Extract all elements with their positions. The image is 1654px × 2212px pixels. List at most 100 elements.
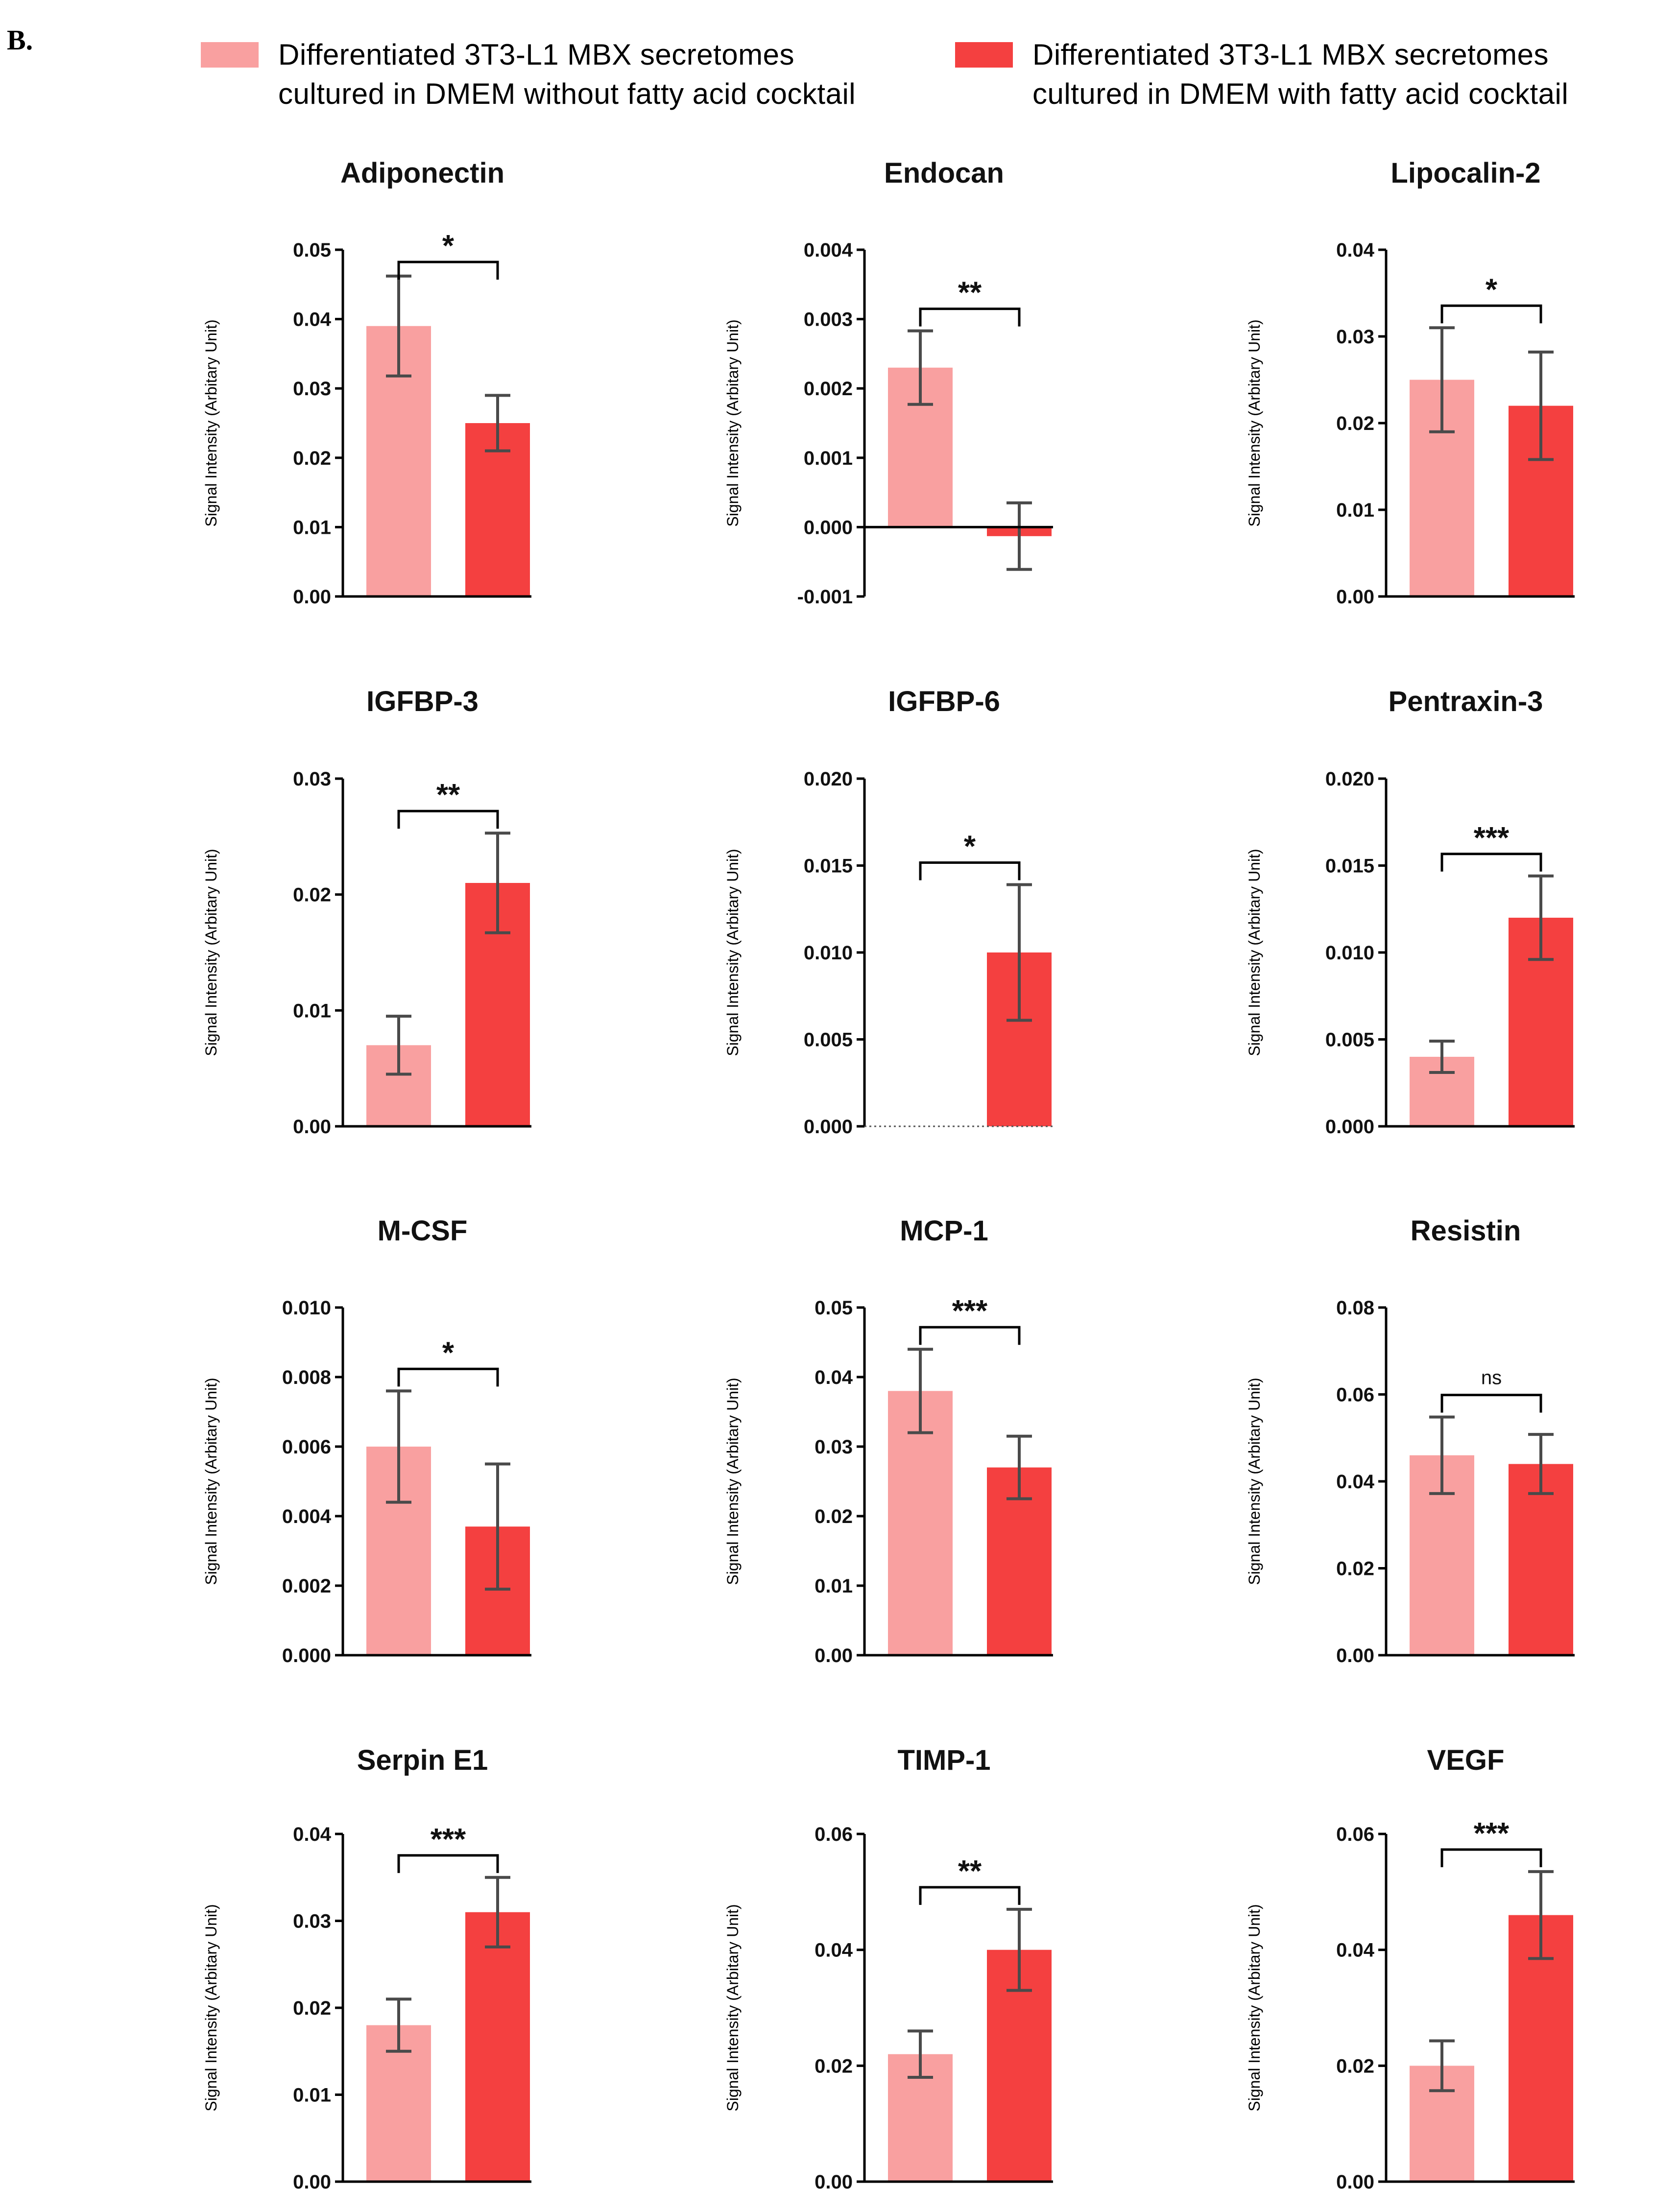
error-bar — [1528, 1870, 1554, 1960]
y-tick-label: 0.010 — [804, 942, 853, 964]
chart-title: Endocan — [884, 157, 1004, 189]
significance-bracket — [397, 1367, 499, 1387]
error-bar — [386, 1389, 411, 1504]
error-bar — [908, 329, 933, 406]
error-bar — [1007, 883, 1032, 1022]
legend-label-line: cultured in DMEM without fatty acid cock… — [278, 77, 856, 110]
y-tick-label: 0.003 — [804, 309, 853, 331]
y-tick-label: -0.001 — [797, 586, 853, 608]
y-tick-label: 0.020 — [1325, 768, 1374, 790]
chart-title: IGFBP-3 — [366, 686, 479, 717]
y-axis-label: Signal Intensity (Arbitary Unit) — [724, 1378, 742, 1585]
significance-label: *** — [1474, 821, 1510, 855]
y-tick-label: 0.000 — [1325, 1116, 1374, 1138]
error-bar — [1007, 501, 1032, 571]
chart-panel: MCP-1 Signal Intensity (Arbitary Unit) 0.0… — [724, 1215, 1053, 1666]
significance-bracket — [397, 809, 499, 829]
y-tick-label: 0.04 — [815, 1367, 853, 1388]
y-tick-label: 0.06 — [815, 1824, 853, 1845]
chart-title: M-CSF — [378, 1215, 468, 1247]
significance-bracket — [1440, 853, 1542, 872]
significance-label: *** — [952, 1294, 988, 1328]
y-tick-label: 0.04 — [1336, 239, 1375, 261]
significance-bracket — [919, 1326, 1021, 1345]
y-tick-label: 0.001 — [804, 448, 853, 469]
significance-label: ns — [1481, 1367, 1502, 1389]
y-tick-label: 0.004 — [804, 239, 853, 261]
y-tick-label: 0.02 — [815, 2055, 853, 2077]
significance-label: * — [1486, 273, 1498, 307]
y-axis-label: Signal Intensity (Arbitary Unit) — [202, 1378, 220, 1585]
y-axis-label: Signal Intensity (Arbitary Unit) — [1246, 1904, 1263, 2111]
y-tick-label: 0.000 — [804, 517, 853, 538]
chart-title: IGFBP-6 — [888, 686, 1000, 717]
error-bar — [386, 1015, 411, 1076]
y-tick-label: 0.005 — [1325, 1029, 1374, 1051]
y-tick-label: 0.03 — [293, 378, 331, 400]
chart-panel: M-CSF Signal Intensity (Arbitary Unit) 0.0… — [202, 1215, 531, 1666]
y-tick-label: 0.02 — [293, 884, 331, 906]
error-bar — [1007, 1434, 1032, 1500]
y-tick-label: 0.01 — [293, 2085, 331, 2106]
error-bar — [485, 1876, 510, 1949]
error-bar — [485, 1462, 510, 1591]
error-bar — [485, 832, 510, 934]
y-tick-label: 0.005 — [804, 1029, 853, 1051]
y-tick-label: 0.01 — [815, 1575, 853, 1597]
y-tick-label: 0.00 — [1336, 2171, 1374, 2193]
chart-panel: IGFBP-3 Signal Intensity (Arbitary Unit) 0… — [202, 686, 531, 1138]
significance-label: * — [442, 229, 455, 263]
bar-without-fatty-acid — [888, 1391, 953, 1655]
y-axis-label: Signal Intensity (Arbitary Unit) — [1246, 319, 1263, 526]
y-tick-label: 0.00 — [1336, 586, 1374, 608]
error-bar — [1007, 1907, 1032, 1992]
y-tick-label: 0.000 — [282, 1645, 331, 1666]
error-bar — [1528, 1433, 1554, 1495]
significance-label: * — [964, 830, 976, 864]
y-tick-label: 0.020 — [804, 768, 853, 790]
y-tick-label: 0.01 — [293, 1000, 331, 1022]
chart-title: Adiponectin — [340, 157, 504, 189]
y-tick-label: 0.03 — [1336, 326, 1374, 348]
y-tick-label: 0.02 — [1336, 413, 1374, 434]
y-tick-label: 0.06 — [1336, 1384, 1374, 1406]
y-tick-label: 0.006 — [282, 1436, 331, 1458]
significance-bracket — [1440, 304, 1542, 324]
y-tick-label: 0.004 — [282, 1506, 332, 1527]
chart-panel: Endocan Signal Intensity (Arbitary Unit) -… — [724, 157, 1053, 608]
y-tick-label: 0.04 — [1336, 1471, 1375, 1493]
y-tick-label: 0.04 — [1336, 1940, 1375, 1961]
chart-panel: VEGF Signal Intensity (Arbitary Unit) 0.00… — [1246, 1744, 1575, 2193]
y-tick-label: 0.01 — [1336, 499, 1374, 521]
chart-title: Pentraxin-3 — [1389, 686, 1543, 717]
legend-label-without: Differentiated 3T3-L1 MBX secretomes cul… — [278, 35, 856, 114]
legend-swatch-with — [955, 42, 1013, 68]
y-tick-label: 0.00 — [1336, 1645, 1374, 1666]
y-tick-label: 0.03 — [815, 1436, 853, 1458]
y-tick-label: 0.02 — [1336, 2055, 1374, 2077]
y-axis-label: Signal Intensity (Arbitary Unit) — [724, 1904, 742, 2111]
y-tick-label: 0.04 — [293, 1824, 332, 1845]
y-tick-label: 0.02 — [1336, 1558, 1374, 1580]
y-tick-label: 0.03 — [293, 1911, 331, 1932]
chart-panel: TIMP-1 Signal Intensity (Arbitary Unit) 0.… — [724, 1744, 1053, 2193]
legend-label-line: cultured in DMEM with fatty acid cocktai… — [1032, 77, 1569, 110]
significance-label: *** — [1474, 1817, 1510, 1851]
y-tick-label: 0.008 — [282, 1367, 331, 1388]
significance-label: *** — [431, 1823, 466, 1856]
chart-title: Resistin — [1411, 1215, 1521, 1247]
y-tick-label: 0.02 — [815, 1506, 853, 1527]
legend-item-with: Differentiated 3T3-L1 MBX secretomes cul… — [955, 35, 1568, 114]
significance-label: ** — [958, 1855, 982, 1888]
significance-bracket — [1440, 1394, 1542, 1413]
error-bar — [908, 1348, 933, 1434]
significance-bracket — [919, 861, 1021, 880]
chart-panel: IGFBP-6 Signal Intensity (Arbitary Unit) 0… — [724, 686, 1053, 1138]
y-tick-label: 0.04 — [293, 309, 332, 331]
y-tick-label: 0.002 — [282, 1575, 331, 1597]
y-axis-label: Signal Intensity (Arbitary Unit) — [1246, 849, 1263, 1056]
error-bar — [1429, 2039, 1455, 2093]
chart-panel: Pentraxin-3 Signal Intensity (Arbitary Un… — [1246, 686, 1575, 1138]
y-tick-label: 0.02 — [293, 1998, 331, 2019]
